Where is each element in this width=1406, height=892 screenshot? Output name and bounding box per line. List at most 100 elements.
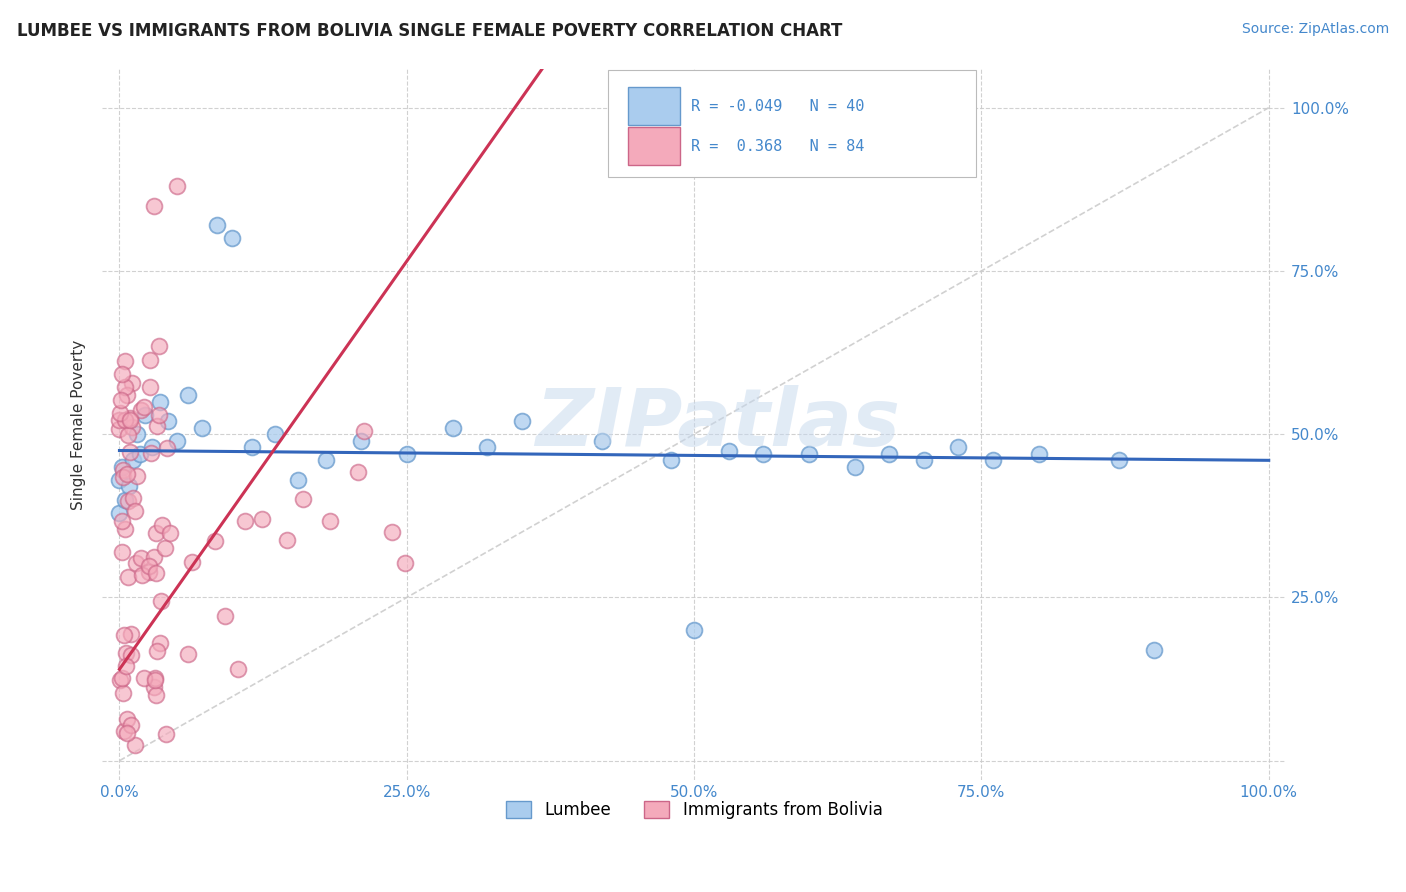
Point xyxy=(118,411,141,425)
Point xyxy=(117,479,139,493)
Point xyxy=(129,447,152,461)
Point xyxy=(114,354,136,368)
Point xyxy=(659,453,682,467)
FancyBboxPatch shape xyxy=(628,127,681,165)
Point xyxy=(110,392,132,407)
Point xyxy=(148,409,170,423)
Point xyxy=(114,723,136,738)
FancyBboxPatch shape xyxy=(628,87,681,126)
Point xyxy=(134,408,156,422)
Point xyxy=(844,459,866,474)
Point xyxy=(120,627,142,641)
Point xyxy=(125,469,148,483)
Point xyxy=(315,453,337,467)
Point xyxy=(117,388,139,402)
Point xyxy=(117,726,139,740)
Point xyxy=(108,506,131,520)
Point xyxy=(276,533,298,547)
Point xyxy=(111,469,134,483)
Point xyxy=(125,427,148,442)
Point xyxy=(510,414,533,428)
Point xyxy=(1028,447,1050,461)
Point xyxy=(141,440,163,454)
Point xyxy=(150,593,173,607)
Point xyxy=(752,447,775,461)
Point xyxy=(143,671,166,685)
Point xyxy=(125,556,148,570)
Point xyxy=(879,447,901,461)
Point xyxy=(114,413,136,427)
Point xyxy=(120,648,142,663)
Point xyxy=(111,545,134,559)
Point xyxy=(395,447,418,461)
Point xyxy=(319,514,342,528)
Point xyxy=(138,565,160,579)
Point xyxy=(142,199,165,213)
Point xyxy=(155,727,177,741)
Point xyxy=(129,402,152,417)
Point xyxy=(145,644,167,658)
Point xyxy=(129,551,152,566)
Point xyxy=(138,559,160,574)
Point xyxy=(117,712,139,726)
Point xyxy=(114,522,136,536)
Point xyxy=(145,418,167,433)
Point xyxy=(948,440,970,454)
Point xyxy=(347,465,370,479)
Point xyxy=(117,494,139,508)
Point xyxy=(108,422,131,436)
Point xyxy=(350,434,373,448)
Point xyxy=(292,491,315,506)
Point xyxy=(120,413,142,427)
Point xyxy=(124,504,146,518)
Point xyxy=(139,445,162,459)
Point xyxy=(134,672,156,686)
Point xyxy=(111,367,134,381)
Point xyxy=(981,453,1004,467)
Point xyxy=(108,413,131,427)
Point xyxy=(1108,453,1130,467)
Point xyxy=(142,550,165,565)
Point xyxy=(381,524,404,539)
Y-axis label: Single Female Poverty: Single Female Poverty xyxy=(72,339,86,509)
Point xyxy=(717,443,740,458)
Point xyxy=(226,662,249,676)
Point xyxy=(263,427,285,442)
Point xyxy=(441,420,464,434)
Text: Source: ZipAtlas.com: Source: ZipAtlas.com xyxy=(1241,22,1389,37)
Point xyxy=(166,179,188,194)
Point xyxy=(250,512,273,526)
Point xyxy=(121,376,143,390)
Point xyxy=(156,441,179,455)
Point xyxy=(221,231,243,245)
Point xyxy=(143,673,166,687)
Point xyxy=(1143,642,1166,657)
Text: R = -0.049   N = 40: R = -0.049 N = 40 xyxy=(690,99,863,114)
Point xyxy=(114,492,136,507)
Point xyxy=(122,453,145,467)
Text: LUMBEE VS IMMIGRANTS FROM BOLIVIA SINGLE FEMALE POVERTY CORRELATION CHART: LUMBEE VS IMMIGRANTS FROM BOLIVIA SINGLE… xyxy=(17,22,842,40)
Point xyxy=(145,525,167,540)
Point xyxy=(108,473,131,487)
Text: ZIPatlas: ZIPatlas xyxy=(536,385,900,464)
Point xyxy=(117,570,139,584)
Point xyxy=(115,467,138,481)
Point xyxy=(120,718,142,732)
Point xyxy=(205,219,228,233)
Point xyxy=(112,686,135,700)
Point xyxy=(114,380,136,394)
Point xyxy=(149,394,172,409)
Point xyxy=(912,453,935,467)
Point xyxy=(145,566,167,581)
Point xyxy=(110,406,132,420)
Point xyxy=(138,380,160,394)
Point xyxy=(394,556,416,570)
Point xyxy=(477,440,499,454)
Point xyxy=(111,459,134,474)
Point xyxy=(177,388,200,402)
Point xyxy=(131,567,153,582)
Point xyxy=(177,647,200,661)
Point xyxy=(148,339,170,353)
Point xyxy=(145,688,167,702)
Point xyxy=(115,659,138,673)
